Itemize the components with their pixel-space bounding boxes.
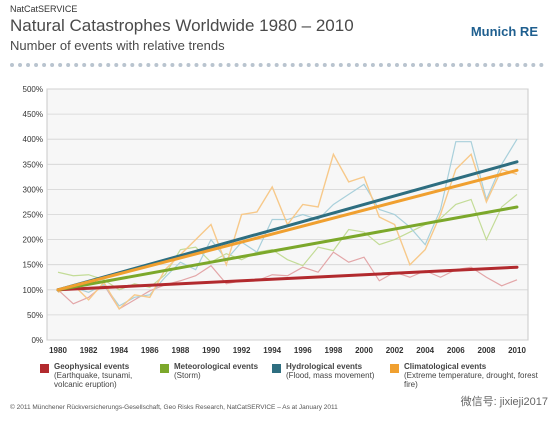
legend-swatch-geophysical: [40, 364, 49, 373]
x-tick-label: 1996: [294, 346, 312, 355]
page-subtitle: Number of events with relative trends: [10, 38, 225, 53]
service-label: NatCatSERVICE: [10, 4, 78, 14]
legend-name-meteorological: Meteorological events: [174, 362, 259, 371]
legend-name-climatological: Climatological events: [404, 362, 487, 371]
series-line-geophysical: [57, 251, 518, 310]
y-tick-label: 250%: [23, 211, 43, 220]
page-title: Natural Catastrophes Worldwide 1980 – 20…: [10, 16, 354, 35]
legend-desc-climatological: (Extreme temperature, drought, forest fi…: [404, 371, 538, 389]
watermark: 微信号: jixieji2017: [460, 396, 548, 408]
y-tick-label: 200%: [23, 236, 43, 245]
x-tick-label: 1982: [80, 346, 98, 355]
x-tick-label: 1990: [202, 346, 220, 355]
copyright-footer: © 2011 Münchener Rückversicherungs-Gesel…: [10, 404, 338, 411]
trend-line-meteorological: [56, 205, 519, 292]
y-tick-label: 100%: [23, 286, 43, 295]
x-tick-label: 2000: [355, 346, 373, 355]
legend-desc-meteorological: (Storm): [174, 371, 201, 380]
legend-desc-hydrological: (Flood, mass movement): [286, 371, 375, 380]
y-tick-label: 500%: [23, 85, 43, 94]
x-tick-label: 2006: [447, 346, 465, 355]
legend-name-hydrological: Hydrological events: [286, 362, 363, 371]
x-tick-label: 1998: [325, 346, 343, 355]
header-divider: [10, 63, 544, 67]
trend-line-climatological: [56, 168, 519, 292]
x-tick-label: 1984: [110, 346, 128, 355]
y-tick-label: 450%: [23, 110, 43, 119]
x-tick-label: 2008: [478, 346, 496, 355]
x-tick-label: 1992: [233, 346, 251, 355]
series-line-meteorological: [57, 193, 518, 291]
y-tick-label: 300%: [23, 185, 43, 194]
y-tick-label: 0%: [31, 336, 43, 345]
legend-swatch-hydrological: [272, 364, 281, 373]
x-tick-label: 2004: [416, 346, 434, 355]
series-line-hydrological: [57, 138, 518, 307]
y-tick-label: 350%: [23, 160, 43, 169]
legend-swatch-meteorological: [160, 364, 169, 373]
y-tick-label: 50%: [27, 311, 43, 320]
x-tick-label: 2002: [386, 346, 404, 355]
y-tick-label: 150%: [23, 261, 43, 270]
y-tick-label: 400%: [23, 135, 43, 144]
legend-name-geophysical: Geophysical events: [54, 362, 130, 371]
legend-desc-geophysical: (Earthquake, tsunami, volcanic eruption): [54, 371, 133, 389]
x-tick-label: 1986: [141, 346, 159, 355]
munich-re-logo: Munich RE: [470, 24, 538, 39]
legend-swatch-climatological: [390, 364, 399, 373]
x-tick-label: 1994: [263, 346, 281, 355]
trend-line-geophysical: [56, 265, 519, 292]
chart-svg: 0% 50% 100% 150% 200% 250% 300% 350% 400% 450% 500…: [23, 85, 529, 355]
x-tick-label: 1980: [49, 346, 67, 355]
x-tick-label: 2010: [508, 346, 526, 355]
x-tick-label: 1988: [172, 346, 190, 355]
